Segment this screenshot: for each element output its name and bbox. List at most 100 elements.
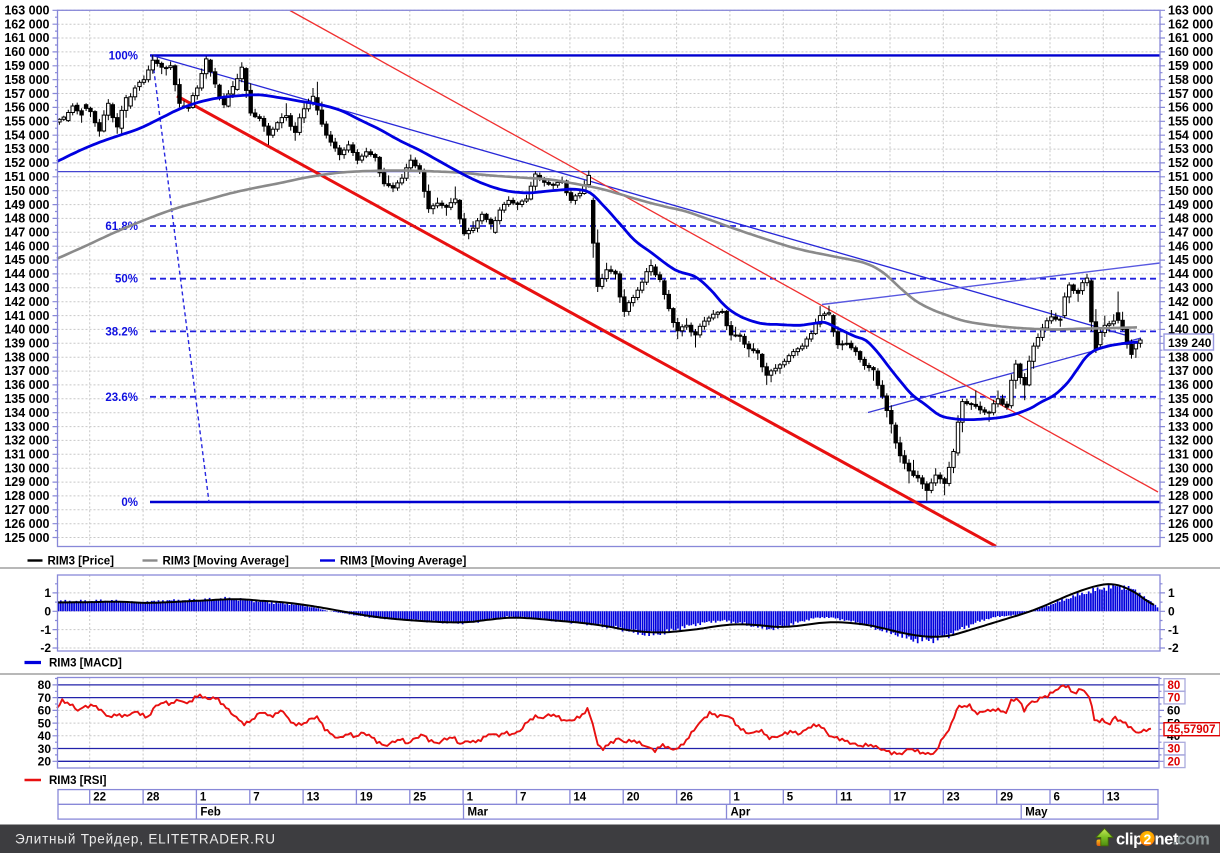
svg-text:38.2%: 38.2% (105, 326, 138, 338)
svg-text:50: 50 (38, 716, 52, 730)
svg-text:148 000: 148 000 (1168, 212, 1213, 226)
svg-text:1: 1 (44, 586, 51, 600)
svg-text:161 000: 161 000 (1168, 31, 1213, 45)
svg-text:70: 70 (38, 691, 52, 705)
svg-text:155 000: 155 000 (4, 115, 49, 129)
svg-text:138 000: 138 000 (1168, 350, 1213, 364)
svg-text:22: 22 (93, 792, 106, 804)
svg-text:152 000: 152 000 (4, 156, 49, 170)
svg-text:147 000: 147 000 (1168, 226, 1213, 240)
svg-text:153 000: 153 000 (1168, 142, 1213, 156)
svg-text:138 000: 138 000 (4, 350, 49, 364)
svg-text:13: 13 (307, 792, 320, 804)
svg-text:157 000: 157 000 (1168, 87, 1213, 101)
svg-text:133 000: 133 000 (1168, 420, 1213, 434)
svg-text:1: 1 (733, 792, 740, 804)
svg-text:17: 17 (894, 792, 907, 804)
svg-text:7: 7 (253, 792, 259, 804)
svg-text:150 000: 150 000 (4, 184, 49, 198)
svg-text:1: 1 (467, 792, 474, 804)
svg-text:143 000: 143 000 (4, 281, 49, 295)
svg-text:129 000: 129 000 (4, 475, 49, 489)
svg-text:19: 19 (360, 792, 373, 804)
svg-text:150 000: 150 000 (1168, 184, 1213, 198)
svg-text:149 000: 149 000 (1168, 198, 1213, 212)
svg-text:126 000: 126 000 (1168, 517, 1213, 531)
svg-text:145 000: 145 000 (4, 253, 49, 267)
svg-text:20: 20 (1168, 756, 1181, 768)
svg-text:142 000: 142 000 (4, 295, 49, 309)
svg-text:158 000: 158 000 (4, 73, 49, 87)
svg-text:11: 11 (840, 792, 853, 804)
svg-text:Feb: Feb (200, 806, 220, 818)
svg-text:RIM3 [Price]: RIM3 [Price] (48, 556, 115, 568)
svg-text:-1: -1 (1168, 623, 1179, 637)
svg-text:40: 40 (38, 729, 52, 743)
svg-text:14: 14 (573, 792, 586, 804)
svg-text:151 000: 151 000 (4, 170, 49, 184)
svg-text:128 000: 128 000 (1168, 489, 1213, 503)
svg-text:net: net (1155, 831, 1179, 849)
svg-text:131 000: 131 000 (4, 448, 49, 462)
svg-text:61.8%: 61.8% (105, 221, 138, 233)
svg-text:139 240: 139 240 (1168, 336, 1212, 350)
svg-text:134 000: 134 000 (1168, 406, 1213, 420)
svg-text:142 000: 142 000 (1168, 295, 1213, 309)
svg-text:132 000: 132 000 (4, 434, 49, 448)
svg-text:152 000: 152 000 (1168, 156, 1213, 170)
svg-text:151 000: 151 000 (1168, 170, 1213, 184)
svg-text:153 000: 153 000 (4, 142, 49, 156)
svg-text:147 000: 147 000 (4, 226, 49, 240)
svg-text:155 000: 155 000 (1168, 115, 1213, 129)
svg-text:50%: 50% (115, 274, 138, 286)
svg-text:163 000: 163 000 (4, 4, 49, 18)
svg-text:30: 30 (1168, 744, 1181, 756)
svg-text:60: 60 (38, 704, 52, 718)
svg-text:6: 6 (1054, 792, 1060, 804)
svg-text:130 000: 130 000 (4, 461, 49, 475)
svg-text:136 000: 136 000 (4, 378, 49, 392)
svg-text:.com: .com (1173, 831, 1210, 849)
svg-text:145 000: 145 000 (1168, 253, 1213, 267)
svg-text:0: 0 (44, 605, 51, 619)
svg-text:126 000: 126 000 (4, 517, 49, 531)
svg-text:158 000: 158 000 (1168, 73, 1213, 87)
svg-text:137 000: 137 000 (1168, 364, 1213, 378)
svg-text:148 000: 148 000 (4, 212, 49, 226)
svg-text:127 000: 127 000 (1168, 503, 1213, 517)
svg-text:125 000: 125 000 (4, 531, 49, 545)
svg-text:clip: clip (1116, 831, 1143, 849)
svg-text:80: 80 (38, 678, 52, 692)
svg-text:140 000: 140 000 (1168, 323, 1213, 337)
svg-text:23: 23 (947, 792, 960, 804)
svg-text:29: 29 (1000, 792, 1013, 804)
svg-text:134 000: 134 000 (4, 406, 49, 420)
svg-text:129 000: 129 000 (1168, 475, 1213, 489)
svg-text:May: May (1025, 806, 1048, 818)
svg-text:RIM3 [RSI]: RIM3 [RSI] (49, 775, 107, 787)
svg-text:132 000: 132 000 (1168, 434, 1213, 448)
svg-text:144 000: 144 000 (4, 267, 49, 281)
svg-text:127 000: 127 000 (4, 503, 49, 517)
svg-text:Mar: Mar (468, 806, 489, 818)
svg-text:45,57907: 45,57907 (1168, 724, 1216, 736)
svg-text:154 000: 154 000 (4, 128, 49, 142)
svg-text:26: 26 (680, 792, 693, 804)
svg-text:5: 5 (787, 792, 794, 804)
svg-text:0: 0 (1168, 605, 1175, 619)
svg-text:1: 1 (1168, 586, 1175, 600)
svg-text:154 000: 154 000 (1168, 128, 1213, 142)
svg-text:136 000: 136 000 (1168, 378, 1213, 392)
svg-text:135 000: 135 000 (1168, 392, 1213, 406)
svg-text:156 000: 156 000 (1168, 101, 1213, 115)
svg-text:1: 1 (200, 792, 207, 804)
svg-text:128 000: 128 000 (4, 489, 49, 503)
svg-text:133 000: 133 000 (4, 420, 49, 434)
svg-text:162 000: 162 000 (4, 17, 49, 31)
svg-text:Элитный Трейдер, ELITETRADER.R: Элитный Трейдер, ELITETRADER.RU (15, 832, 276, 847)
svg-text:13: 13 (1107, 792, 1120, 804)
svg-text:139 000: 139 000 (4, 337, 49, 351)
svg-text:156 000: 156 000 (4, 101, 49, 115)
svg-text:100%: 100% (109, 50, 138, 62)
svg-text:28: 28 (147, 792, 160, 804)
